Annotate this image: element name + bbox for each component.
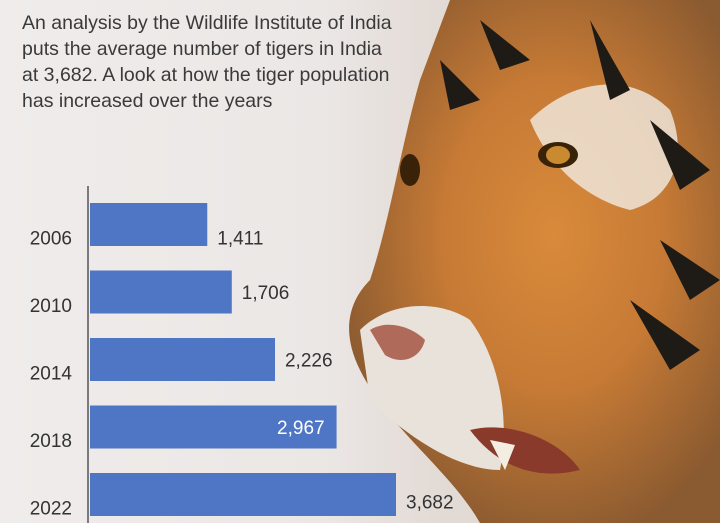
- tiger-photo: [349, 0, 720, 523]
- value-label: 3,682: [406, 493, 454, 514]
- bar-2014: [90, 338, 275, 381]
- bar-2006: [90, 203, 208, 246]
- category-label: 2014: [30, 364, 73, 385]
- category-label: 2018: [30, 431, 72, 452]
- bar-2010: [90, 270, 232, 314]
- bar-2018: [90, 405, 337, 449]
- intro-text: An analysis by the Wildlife Institute of…: [22, 12, 392, 112]
- value-label: 1,411: [217, 229, 263, 250]
- value-label: 2,226: [285, 351, 333, 372]
- category-label: 2010: [30, 296, 72, 317]
- value-label: 2,967: [277, 418, 325, 439]
- value-label: 1,706: [242, 283, 290, 304]
- bar-2022: [90, 473, 396, 516]
- category-label: 2006: [30, 229, 72, 250]
- category-label: 2022: [30, 499, 72, 520]
